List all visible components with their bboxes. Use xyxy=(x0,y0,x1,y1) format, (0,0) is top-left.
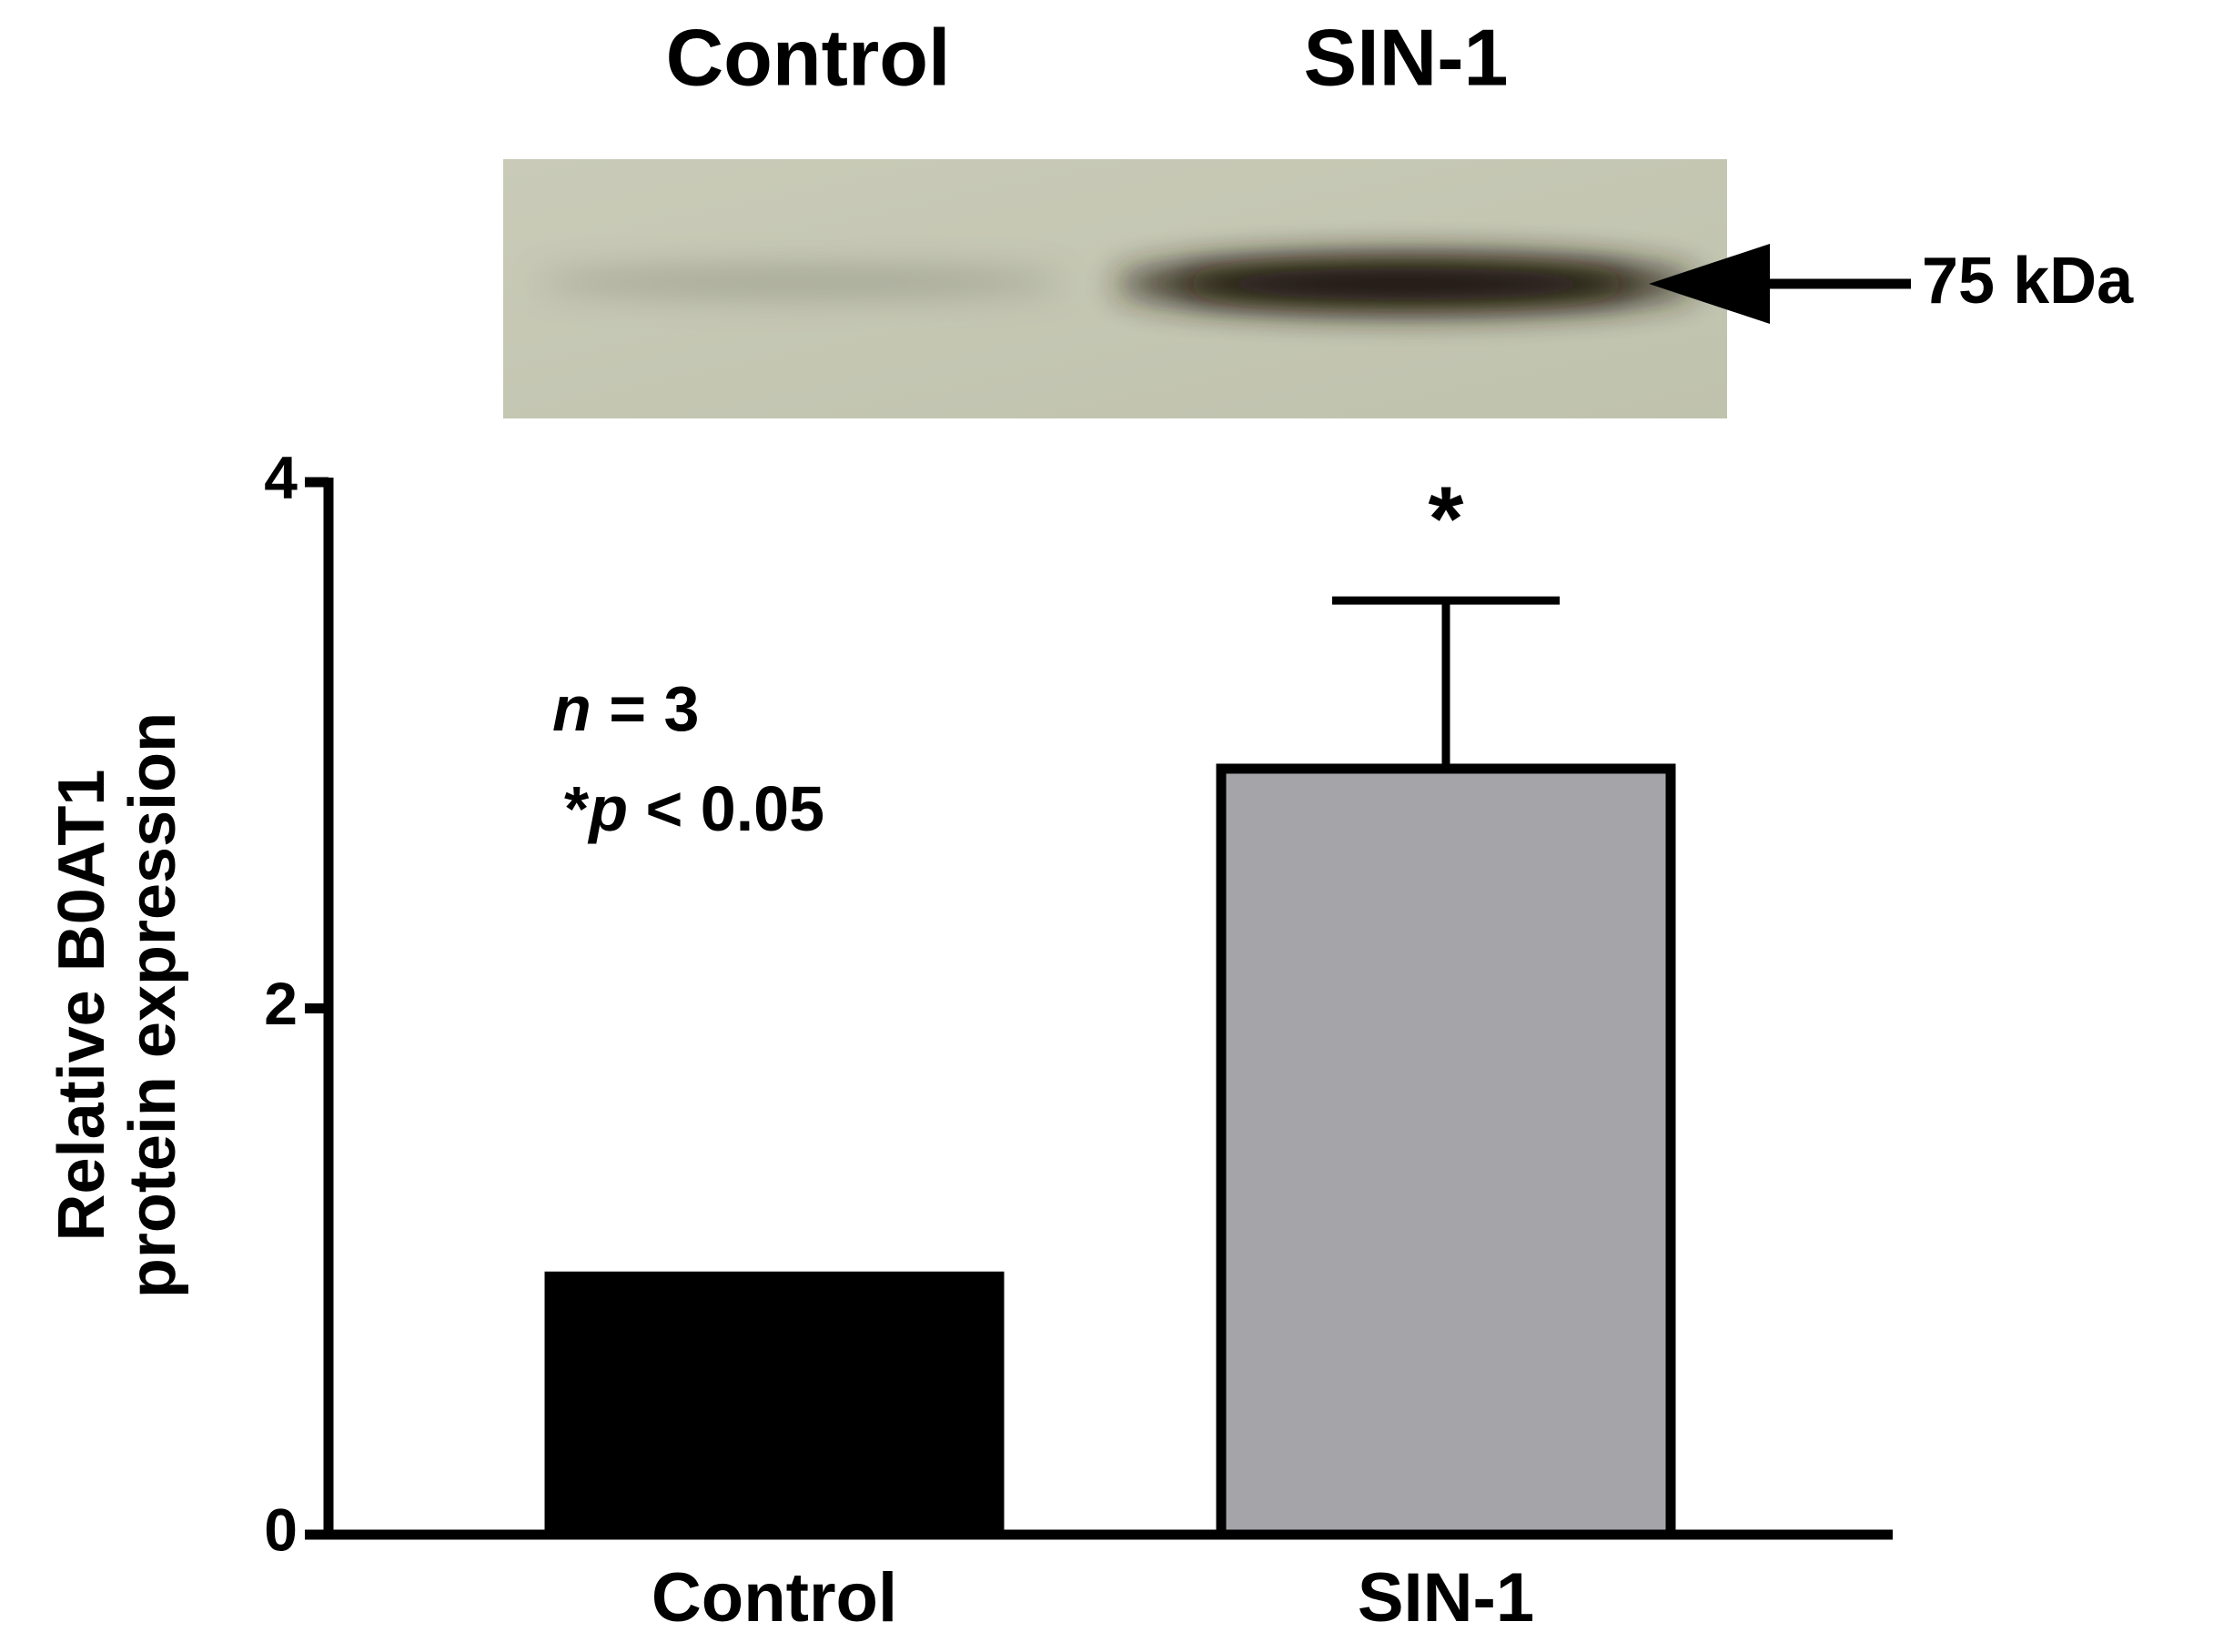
annotation-part: p xyxy=(587,773,628,844)
x-tick-label: Control xyxy=(652,1559,897,1637)
y-tick-label: 0 xyxy=(264,1496,298,1563)
y-axis-title: protein expression xyxy=(116,712,189,1298)
lane-label: Control xyxy=(666,12,951,102)
annotation: n = 3 xyxy=(552,673,699,744)
y-tick-label: 2 xyxy=(264,970,298,1037)
marker-label: 75 kDa xyxy=(1922,245,2134,317)
y-tick-label: 4 xyxy=(264,443,298,510)
significance-mark: * xyxy=(1429,468,1464,570)
blot-band xyxy=(537,269,1065,295)
annotation-part: * xyxy=(564,773,590,844)
annotation-part: < 0.05 xyxy=(628,773,824,844)
marker-arrow xyxy=(1649,244,1911,324)
annotation-part: = 3 xyxy=(591,673,700,744)
arrow-head xyxy=(1649,244,1770,324)
western-blot xyxy=(503,159,1727,418)
bar xyxy=(544,1271,1005,1535)
annotation: *p < 0.05 xyxy=(564,773,824,844)
bar xyxy=(1216,763,1676,1540)
lane-label: SIN-1 xyxy=(1304,12,1509,102)
annotation-part: n xyxy=(552,673,591,744)
blot-band xyxy=(1178,267,1633,300)
y-axis-title: Relative B0AT1 xyxy=(45,770,118,1242)
x-tick-label: SIN-1 xyxy=(1358,1559,1534,1637)
